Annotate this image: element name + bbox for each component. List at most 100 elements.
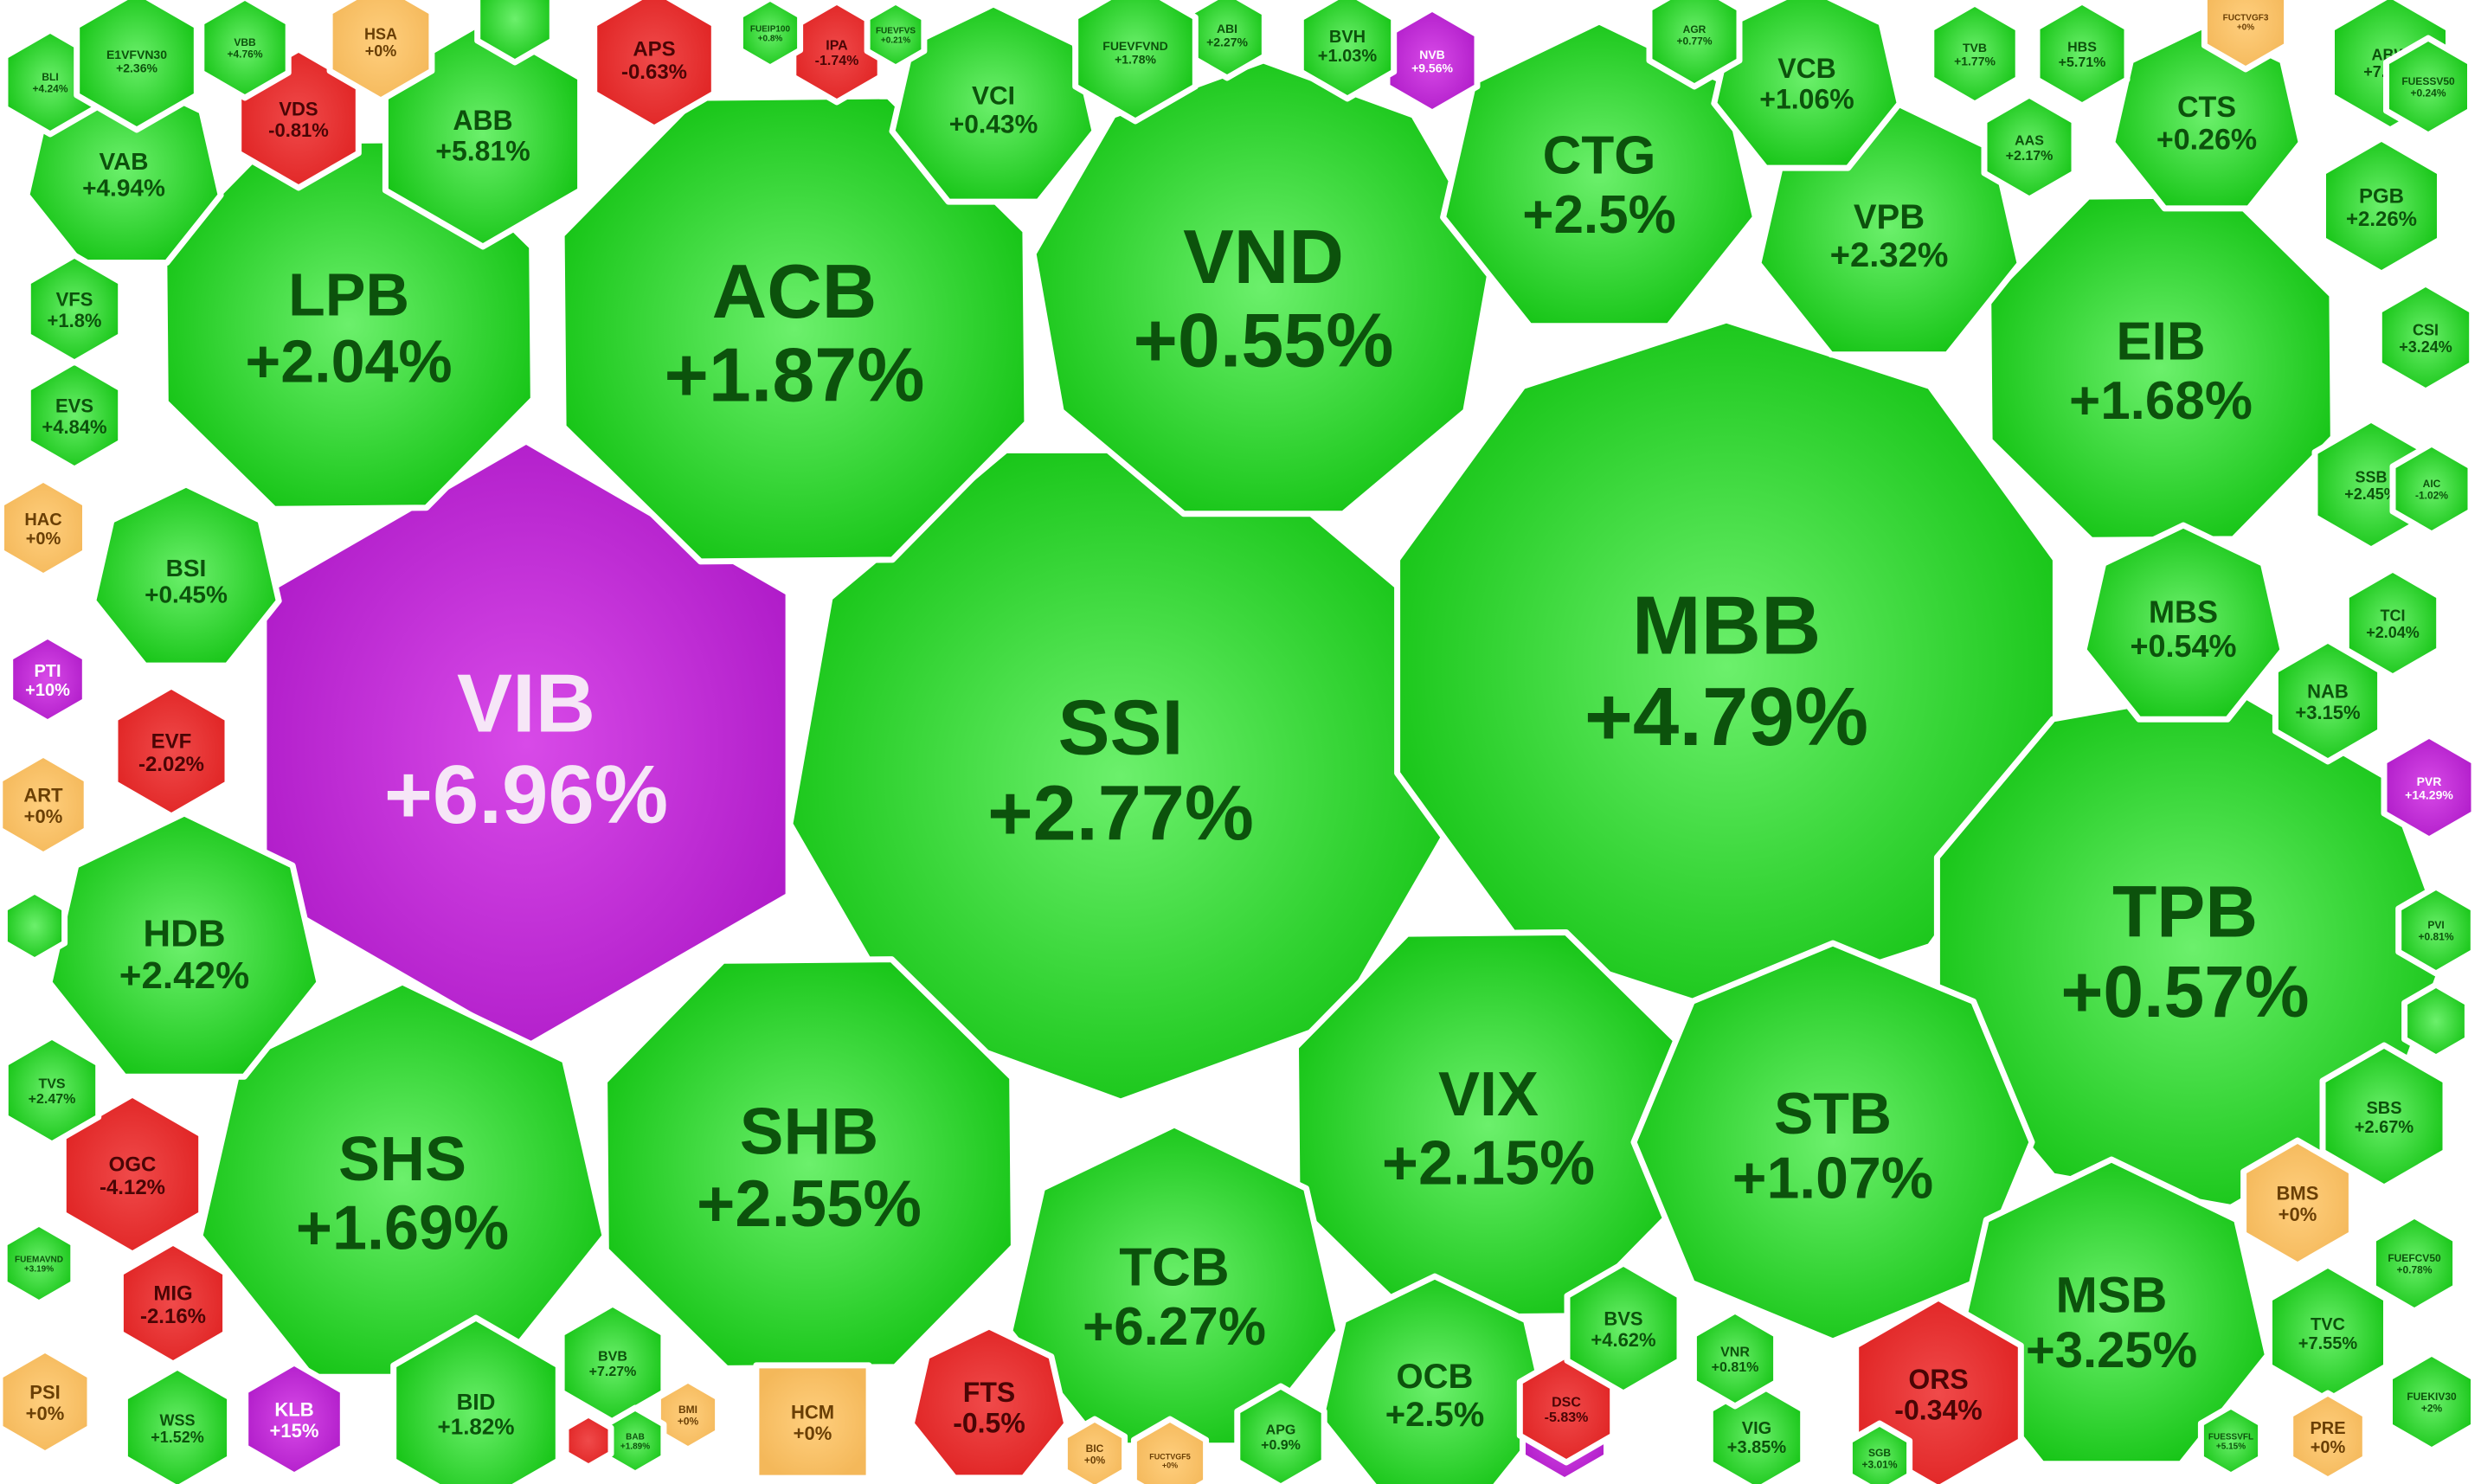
cell-sbs[interactable]: SBS+2.67% <box>2319 1042 2449 1191</box>
cell-fuevfvnd[interactable]: FUEVFVND+1.78% <box>1072 0 1199 125</box>
cell-abi[interactable]: ABI+2.27% <box>1186 0 1268 81</box>
cell-pre[interactable]: PRE+0% <box>2287 1390 2369 1483</box>
cell-aps[interactable]: APS-0.63% <box>591 0 717 132</box>
cell-change: +4.84% <box>42 416 106 438</box>
cell-ticker: MIG <box>153 1282 192 1305</box>
cell-csi[interactable]: CSI+3.24% <box>2375 280 2476 395</box>
cell-bic[interactable]: BIC+0% <box>1061 1416 1128 1484</box>
cell-change: +3.25% <box>2026 1322 2197 1378</box>
cell-shape <box>474 0 556 66</box>
cell-ctg[interactable]: CTG+2.5% <box>1440 18 1758 330</box>
cell-shape <box>112 683 231 819</box>
cell-evs[interactable]: EVS+4.84% <box>24 358 125 472</box>
cell-tcb[interactable]: TCB+6.27% <box>1006 1121 1342 1449</box>
cell-tpb[interactable]: TPB+0.57% <box>1933 684 2452 1211</box>
cell-nab[interactable]: NAB+3.15% <box>2272 637 2384 765</box>
cell-agr[interactable]: AGR+0.77% <box>1646 0 1743 90</box>
cell-fuessv50[interactable]: FUESSV50+0.24% <box>2383 35 2473 138</box>
cell-ticker: ABB <box>453 105 512 136</box>
cell-bid[interactable]: BID+1.82% <box>390 1314 562 1484</box>
cell-vnd[interactable]: VND+0.55% <box>1030 57 1497 517</box>
cell-bvs[interactable]: BVS+4.62% <box>1564 1260 1683 1397</box>
cell-evf[interactable]: EVF-2.02% <box>112 683 231 819</box>
cell-hcm[interactable]: HCM+0% <box>753 1362 872 1481</box>
cell-pti[interactable]: PTI+10% <box>7 633 88 726</box>
cell-bsi[interactable]: BSI+0.45% <box>90 481 282 669</box>
cell-art[interactable]: ART+0% <box>0 751 90 858</box>
cell-pvi[interactable]: PVI+0.81% <box>2395 883 2477 977</box>
cell-change: +2.5% <box>1522 185 1676 245</box>
cell-change: -5.83% <box>1545 1410 1589 1425</box>
cell-sgb[interactable]: SGB+3.01% <box>1846 1420 1913 1484</box>
cell-shape <box>121 1364 234 1484</box>
cell-change: +1.07% <box>1732 1146 1934 1211</box>
cell-tvb[interactable]: TVB+1.77% <box>1928 0 2021 107</box>
cell-change: +2.77% <box>987 771 1254 858</box>
cell-bmi[interactable]: BMI+0% <box>654 1377 722 1453</box>
cell-mig[interactable]: MIG-2.16% <box>117 1239 229 1367</box>
cell-msb[interactable]: MSB+3.25% <box>1952 1156 2271 1468</box>
cell-change: +2.36% <box>116 61 157 74</box>
cell-psi[interactable]: PSI+0% <box>0 1346 93 1457</box>
cell-acb[interactable]: ACB+1.87% <box>558 93 1031 565</box>
cell-abb[interactable]: ABB+5.81% <box>382 18 584 250</box>
cell-mbb[interactable]: MBB+4.79% <box>1394 317 2059 1016</box>
cell-cts[interactable]: CTS+0.26% <box>2109 21 2304 212</box>
cell-fuemavnd[interactable]: FUEMAVND+3.19% <box>1 1220 77 1307</box>
cell-change: +0% <box>2279 1204 2317 1225</box>
cell-shs[interactable]: SHS+1.69% <box>196 979 608 1380</box>
cell-vix[interactable]: VIX+2.15% <box>1293 929 1684 1320</box>
cell-ticker: CTG <box>1543 126 1656 186</box>
cell-fueip100[interactable]: FUEIP100+0.8% <box>736 0 804 71</box>
cell-bvb[interactable]: BVB+7.27% <box>558 1301 667 1425</box>
cell-bvh[interactable]: BVH+1.03% <box>1297 0 1398 102</box>
cell-fuekiv30[interactable]: FUEKIV30+2% <box>2387 1350 2477 1454</box>
cell-e1vfvn30[interactable]: E1VFVN30+2.36% <box>74 0 200 133</box>
cell-change: -2.16% <box>140 1305 206 1328</box>
cell-eib[interactable]: EIB+1.68% <box>1985 192 2336 543</box>
cell-blank-92[interactable] <box>474 0 556 66</box>
cell-hbs[interactable]: HBS+5.71% <box>2034 0 2131 109</box>
cell-tvs[interactable]: TVS+2.47% <box>2 1033 102 1147</box>
cell-shape <box>1061 1416 1128 1484</box>
cell-blank-90[interactable] <box>1 888 68 964</box>
cell-blank-91[interactable] <box>2401 981 2471 1061</box>
cell-vnr[interactable]: VNR+0.81% <box>1690 1307 1780 1410</box>
cell-fuctvgf3[interactable]: FUCTVGF3+0% <box>2201 0 2291 73</box>
cell-ocb[interactable]: OCB+2.5% <box>1317 1273 1552 1484</box>
cell-ticker: FUESSV50 <box>2401 75 2455 87</box>
cell-dsc[interactable]: DSC-5.83% <box>1516 1352 1617 1466</box>
cell-bms[interactable]: BMS+0% <box>2240 1137 2355 1269</box>
cell-shape <box>1130 1416 1210 1484</box>
cell-aic[interactable]: AIC-1.02% <box>2389 440 2474 537</box>
cell-bab[interactable]: BAB+1.89% <box>603 1404 667 1477</box>
cell-tci[interactable]: TCI+2.04% <box>2343 566 2443 680</box>
cell-pgb[interactable]: PGB+2.26% <box>2320 135 2443 277</box>
cell-pvr[interactable]: PVR+14.29% <box>2381 732 2478 843</box>
cell-klb[interactable]: KLB+15% <box>242 1359 346 1479</box>
cell-hdb[interactable]: HDB+2.42% <box>46 810 323 1080</box>
cell-ticker: TVS <box>38 1077 65 1092</box>
cell-fuessvfl[interactable]: FUESSVFL+5.15% <box>2197 1403 2265 1479</box>
cell-vbb[interactable]: VBB+4.76% <box>198 0 292 101</box>
cell-hac[interactable]: HAC+0% <box>0 476 88 580</box>
cell-fuevfvs[interactable]: FUEVFVS+0.21% <box>864 0 928 71</box>
cell-nvb[interactable]: NVB+9.56% <box>1384 5 1481 116</box>
cell-tvc[interactable]: TVC+7.55% <box>2266 1262 2389 1404</box>
cell-shb[interactable]: SHB+2.55% <box>601 956 1017 1372</box>
cell-ticker: TVC <box>2311 1315 2345 1334</box>
cell-change: -0.5% <box>953 1407 1025 1438</box>
cell-apg[interactable]: APG+0.9% <box>1234 1383 1327 1484</box>
cell-blank-89[interactable] <box>562 1411 614 1470</box>
cell-mbs[interactable]: MBS+0.54% <box>2080 522 2286 723</box>
cell-wss[interactable]: WSS+1.52% <box>121 1364 234 1484</box>
cell-fts[interactable]: FTS-0.5% <box>908 1323 1070 1481</box>
cell-hsa[interactable]: HSA+0% <box>326 0 435 104</box>
cell-lpb[interactable]: LPB+2.04% <box>161 137 537 512</box>
cell-aas[interactable]: AAS+2.17% <box>1981 92 2078 202</box>
cell-vfs[interactable]: VFS+1.8% <box>24 252 125 366</box>
cell-fuefcv50[interactable]: FUEFCV50+0.78% <box>2369 1212 2459 1314</box>
cell-fuctvgf5[interactable]: FUCTVGF5+0% <box>1130 1416 1210 1484</box>
cell-ogc[interactable]: OGC-4.12% <box>60 1091 205 1257</box>
cell-stb[interactable]: STB+1.07% <box>1630 940 2035 1345</box>
